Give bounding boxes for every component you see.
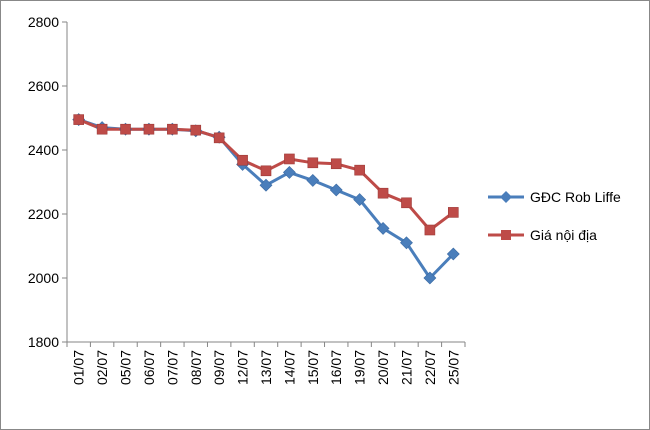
series-2-point <box>120 123 131 135</box>
y-tick-label: 2600 <box>28 78 59 94</box>
x-tick-label: 25/07 <box>445 350 461 385</box>
legend-label-1: GĐC Rob Liffe <box>530 189 621 205</box>
series-1-point <box>446 247 460 261</box>
x-tick-label: 20/07 <box>375 350 391 385</box>
series-2-point <box>237 154 248 166</box>
x-tick-label: 22/07 <box>422 350 438 385</box>
series-1-point <box>282 165 296 179</box>
x-tick-label: 06/07 <box>141 350 157 385</box>
series-1-point <box>376 221 390 235</box>
x-tick-label: 07/07 <box>164 350 180 385</box>
y-tick-label: 2800 <box>28 14 59 30</box>
series-2-point <box>260 165 272 177</box>
series-2-point <box>424 224 436 236</box>
x-tick-label: 15/07 <box>305 350 321 385</box>
x-axis-ticks: 01/07 02/07 05/07 06/07 07/07 08/07 09/07 12/07… <box>66 342 466 385</box>
series-2-point <box>143 123 155 135</box>
x-tick-label: 09/07 <box>211 350 227 385</box>
series-1-point <box>259 178 273 192</box>
x-tick-label: 08/07 <box>188 350 204 385</box>
series-2-point <box>401 197 412 209</box>
y-tick-label: 2400 <box>28 142 59 158</box>
x-tick-label: 05/07 <box>118 350 134 385</box>
series-group <box>72 113 460 285</box>
series-1-point <box>329 183 343 197</box>
series-1-point <box>306 173 320 187</box>
legend-label-2: Giá nội địa <box>530 227 597 243</box>
legend: GĐC Rob Liffe Giá nội địa <box>488 189 621 243</box>
series-2-point <box>330 158 342 170</box>
series-2-point <box>96 123 108 135</box>
x-tick-label: 19/07 <box>352 350 368 385</box>
series-1-point <box>353 193 367 207</box>
x-tick-label: 01/07 <box>71 350 87 385</box>
y-tick-label: 2200 <box>28 206 59 222</box>
x-tick-label: 21/07 <box>398 350 414 385</box>
series-1-point <box>400 236 413 250</box>
axes <box>66 22 465 343</box>
y-tick-label: 2000 <box>28 270 59 286</box>
x-tick-label: 14/07 <box>281 350 297 385</box>
series-2-point <box>307 157 319 169</box>
series-2-point <box>447 207 459 218</box>
series-2-point <box>167 123 178 135</box>
x-tick-label: 02/07 <box>94 350 110 385</box>
series-2-point <box>213 132 225 144</box>
x-tick-label: 13/07 <box>258 350 274 385</box>
y-tick-label: 1800 <box>28 334 59 350</box>
series-2-point <box>377 187 389 199</box>
series-2-point <box>190 124 202 136</box>
series-2-point <box>73 114 85 125</box>
x-tick-label: 12/07 <box>235 350 251 385</box>
series-2-point <box>284 153 295 165</box>
y-axis-ticks: 1800 2000 2200 2400 2600 2800 <box>28 14 67 350</box>
x-tick-label: 16/07 <box>328 350 344 385</box>
legend-marker-2 <box>501 230 511 240</box>
series-1-point <box>423 271 437 285</box>
legend-marker-1 <box>500 191 512 203</box>
series-2-point <box>354 164 365 176</box>
